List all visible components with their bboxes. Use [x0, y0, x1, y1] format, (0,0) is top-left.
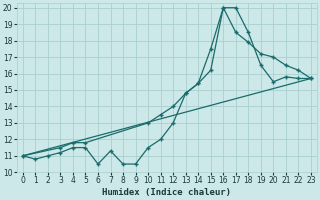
X-axis label: Humidex (Indice chaleur): Humidex (Indice chaleur): [102, 188, 231, 197]
